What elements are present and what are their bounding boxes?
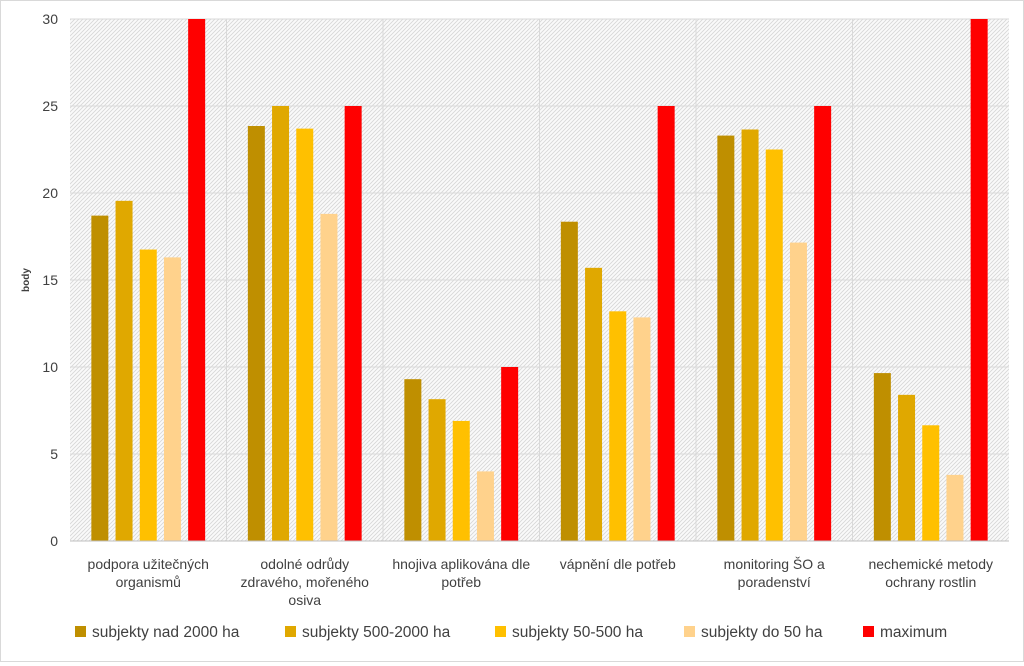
bar [476,471,494,541]
bar [91,215,109,541]
bar [272,106,290,541]
bar [873,373,891,541]
bar [320,213,338,541]
y-tick-label: 30 [42,11,58,27]
bar [501,367,519,541]
legend-label: subjekty 50-500 ha [512,624,643,641]
bar [188,19,206,541]
y-tick-label: 0 [50,533,58,549]
legend-swatch [285,626,296,637]
legend-label: subjekty 500-2000 ha [302,624,451,641]
bar [560,221,578,541]
legend-label: maximum [880,624,947,641]
y-tick-label: 5 [50,446,58,462]
x-tick-label: nechemické metody ochrany rostlin [868,556,993,590]
bar [765,149,783,541]
y-tick-label: 25 [42,98,58,114]
bar [296,128,314,541]
y-tick-label: 10 [42,359,58,375]
x-tick-label: vápnění dle potřeb [560,556,676,572]
bar [741,129,759,542]
bar [163,257,181,541]
y-tick-label: 15 [42,272,58,288]
bar [657,106,675,541]
legend-label: subjekty do 50 ha [701,624,823,641]
bar [814,106,832,541]
bar [898,394,916,541]
y-axis-label: body [21,268,32,292]
legend-swatch [75,626,86,637]
bar [404,379,422,541]
bar [789,242,807,541]
x-tick-label: podpora užitečných organismů [88,556,209,590]
bar [452,420,470,541]
bar [946,474,964,541]
legend-label: subjekty nad 2000 ha [92,624,240,641]
bar [139,249,157,542]
x-tick-label: odolné odrůdy zdravého, mořeného osiva [241,556,370,608]
bar [428,399,446,541]
x-tick-label: hnojiva aplikována dle potřeb [392,556,530,590]
bar [717,135,735,541]
x-tick-label: monitoring ŠO a poradenství [724,556,825,590]
y-tick-label: 20 [42,185,58,201]
bar [633,317,651,541]
legend-swatch [495,626,506,637]
legend-swatch [684,626,695,637]
bar [585,267,603,541]
bar [609,311,627,541]
bar [344,106,362,541]
bar [247,126,265,541]
bar [970,19,988,541]
legend-swatch [863,626,874,637]
bar [922,425,940,541]
bar [115,200,133,541]
